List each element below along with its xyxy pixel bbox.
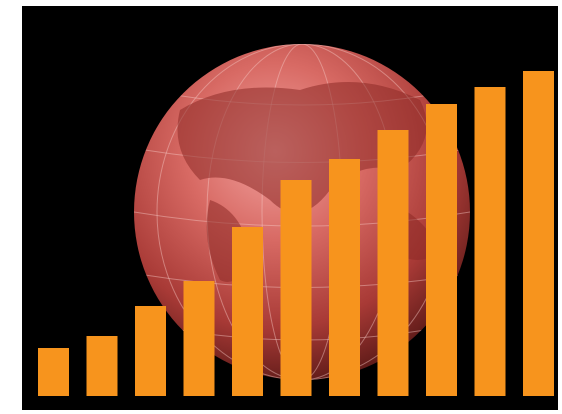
bar bbox=[426, 104, 457, 396]
bar bbox=[523, 71, 554, 396]
bars bbox=[38, 71, 554, 396]
bar bbox=[474, 87, 506, 396]
bar bbox=[135, 306, 166, 396]
bar bbox=[86, 336, 118, 396]
bar bbox=[183, 281, 215, 396]
bar bbox=[329, 159, 360, 396]
bar bbox=[280, 180, 312, 396]
bar bbox=[38, 348, 69, 396]
bar bbox=[377, 130, 409, 396]
bar bbox=[232, 227, 263, 396]
